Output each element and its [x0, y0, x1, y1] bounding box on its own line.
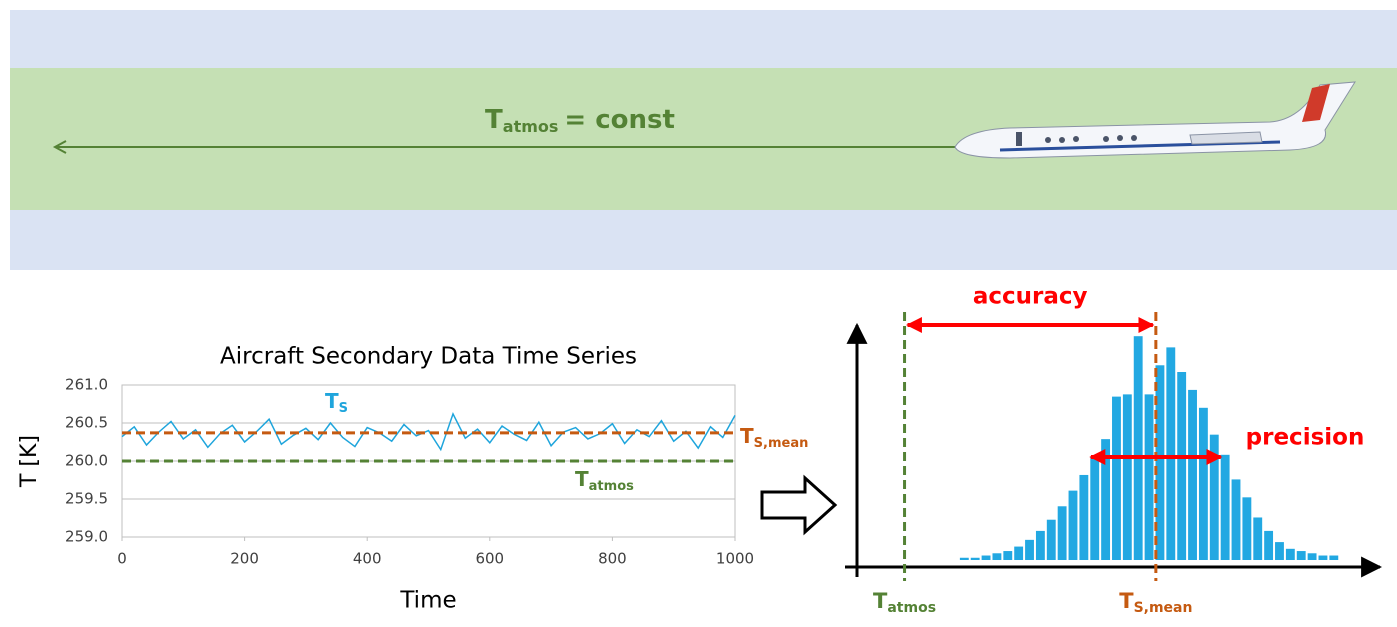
y-tick-label: 259.0	[65, 528, 108, 546]
reference-label: TS,mean	[740, 424, 808, 451]
x-tick-label: 600	[475, 550, 504, 568]
histogram-bar	[1285, 548, 1295, 560]
histogram-bar	[1296, 551, 1306, 560]
histogram-bar	[1144, 394, 1154, 560]
histogram-bar	[1166, 347, 1176, 560]
histogram-bar	[992, 553, 1002, 560]
y-tick-label: 260.0	[65, 452, 108, 470]
histogram-bar	[1112, 396, 1121, 560]
aircraft	[954, 81, 1356, 159]
x-tick-label: 1000	[716, 550, 754, 568]
x-axis-label: Time	[399, 588, 456, 614]
reference-label-sub: S,mean	[754, 436, 809, 451]
histogram-bar	[1275, 542, 1284, 560]
histogram-bar	[1101, 439, 1111, 560]
histogram-bar	[1046, 519, 1056, 560]
histogram-bar	[1307, 553, 1317, 560]
banner-label: Tatmos = const	[485, 105, 675, 136]
reference-label: TS,mean	[1119, 589, 1192, 616]
histogram-bar	[981, 555, 991, 560]
x-tick-label: 200	[230, 550, 259, 568]
histogram-bar	[1231, 479, 1241, 560]
annotation-label: precision	[1246, 425, 1365, 451]
histogram-bar	[1209, 434, 1219, 560]
histogram-bar	[1057, 506, 1067, 560]
x-tick-label: 400	[353, 550, 382, 568]
series-label: TS	[325, 389, 348, 416]
reference-label-sub: atmos	[887, 600, 936, 616]
x-tick-label: 0	[117, 550, 127, 568]
histogram-bar	[1035, 530, 1045, 560]
histogram-bar	[1177, 372, 1187, 560]
series-line	[121, 411, 736, 452]
reference-label-main: T	[740, 424, 754, 448]
histogram-bar	[1090, 457, 1100, 560]
histogram-bar	[1318, 555, 1328, 560]
reference-label: Tatmos	[873, 589, 936, 616]
y-tick-label: 259.5	[65, 490, 108, 508]
y-axis-label: T [K]	[17, 435, 42, 488]
histogram-bar	[1133, 336, 1143, 560]
histogram-bar	[1253, 517, 1263, 560]
reference-label-sub: S,mean	[1134, 600, 1193, 616]
histogram-bar	[1220, 454, 1230, 560]
histogram-bar	[1242, 497, 1252, 560]
histogram-bar	[1003, 551, 1013, 560]
histogram-bar	[1264, 530, 1274, 560]
x-tick-label: 800	[598, 550, 627, 568]
histogram-bar	[1025, 539, 1034, 560]
reference-label-sub: atmos	[589, 479, 634, 494]
reference-label-main: T	[873, 589, 888, 613]
histogram-bar	[1198, 407, 1208, 560]
histogram-bar	[1068, 490, 1078, 560]
histogram-bar	[1079, 474, 1089, 560]
reference-label-main: T	[575, 467, 589, 491]
histogram-bar	[1188, 389, 1197, 560]
histogram-bar	[1014, 546, 1024, 560]
reference-label: Tatmos	[575, 467, 634, 494]
y-tick-label: 260.5	[65, 414, 108, 432]
annotation-label: accuracy	[973, 284, 1088, 310]
series-label-sub: S	[339, 401, 348, 416]
histogram-bar	[970, 557, 980, 560]
transition-arrow	[760, 474, 838, 536]
chart-title: Aircraft Secondary Data Time Series	[220, 344, 637, 370]
histogram-bar	[1329, 555, 1339, 560]
flight-arrowhead	[52, 140, 67, 154]
histogram-bar	[959, 557, 969, 560]
reference-label-main: T	[1119, 589, 1134, 613]
histogram-bar	[1122, 394, 1132, 560]
y-tick-label: 261.0	[65, 376, 108, 394]
series-label-main: T	[325, 389, 339, 413]
